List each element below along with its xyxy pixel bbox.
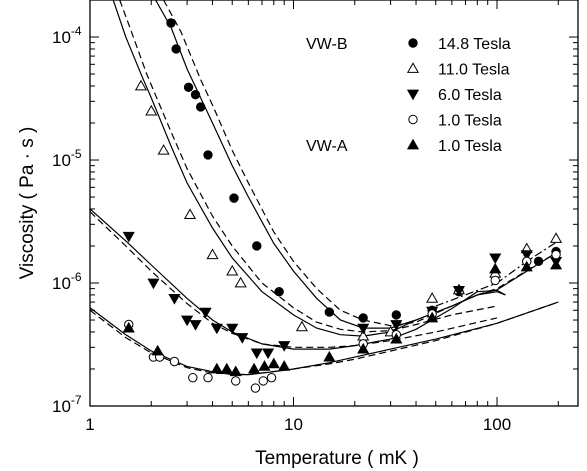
data-point-filled-triangle-down — [250, 348, 263, 360]
data-point-open-triangle-up — [206, 248, 219, 260]
data-point-open-circle — [490, 275, 500, 286]
data-point-filled-circle — [358, 313, 368, 323]
data-point-open-triangle-up — [183, 208, 197, 219]
fit-curve-solid — [90, 208, 506, 350]
legend-marker-filled-circle — [408, 38, 418, 48]
data-point-filled-triangle-down — [181, 315, 194, 327]
data-point-filled-triangle-up — [229, 365, 242, 377]
data-point-filled-triangle-up — [323, 350, 336, 362]
x-tick-label: 100 — [483, 415, 511, 434]
data-point-filled-circle — [183, 82, 194, 93]
y-tick-label: 10-4 — [52, 24, 82, 47]
legend-marker-filled-triangle-down — [406, 89, 420, 101]
data-point-filled-triangle-up — [220, 362, 233, 374]
legend-label: 6.0 Tesla — [438, 87, 502, 104]
fit-curve-dashed — [90, 301, 559, 376]
legend-label: 11.0 Tesla — [438, 62, 510, 79]
data-point-open-triangle-up — [549, 232, 563, 243]
data-point-open-triangle-up — [134, 79, 148, 91]
data-point-open-triangle-up — [426, 292, 439, 303]
data-point-open-triangle-up — [295, 320, 308, 332]
y-tick-label: 10-7 — [52, 393, 82, 416]
data-point-filled-triangle-down — [520, 250, 533, 261]
legend-marker-filled-triangle-up — [406, 138, 420, 150]
data-point-filled-circle — [171, 44, 181, 54]
fit-curve-solid — [112, 0, 506, 337]
data-point-open-circle — [169, 356, 180, 367]
fit-curves — [90, 0, 559, 376]
data-point-filled-triangle-up — [151, 344, 164, 356]
data-point-filled-triangle-up — [267, 357, 280, 369]
data-point-filled-triangle-down — [189, 320, 202, 331]
y-tick-label: 10-6 — [52, 270, 82, 293]
data-point-filled-triangle-down — [168, 293, 181, 305]
data-point-filled-triangle-up — [520, 260, 533, 272]
data-point-filled-triangle-up — [122, 321, 135, 333]
data-point-filled-circle — [324, 307, 335, 317]
data-point-filled-triangle-up — [390, 332, 403, 344]
data-point-filled-circle — [229, 193, 239, 203]
data-point-filled-triangle-down — [278, 341, 291, 352]
data-point-filled-circle — [391, 310, 402, 320]
data-point-open-triangle-up — [234, 276, 247, 288]
data-point-filled-circle — [203, 150, 213, 160]
x-axis-title: Temperature ( mK ) — [255, 448, 419, 469]
data-point-open-triangle-up — [157, 144, 170, 155]
data-points — [122, 18, 563, 393]
data-point-filled-triangle-down — [122, 231, 135, 243]
data-point-filled-circle — [190, 89, 201, 100]
data-point-filled-triangle-down — [226, 323, 239, 335]
data-point-filled-triangle-down — [489, 253, 502, 265]
data-point-open-circle — [258, 376, 268, 386]
data-point-filled-circle — [274, 286, 284, 297]
data-point-filled-triangle-down — [210, 323, 223, 335]
data-point-open-circle — [203, 372, 213, 383]
data-point-filled-triangle-up — [278, 360, 291, 371]
data-point-filled-circle — [252, 241, 262, 251]
data-point-filled-triangle-up — [549, 258, 563, 270]
data-point-filled-triangle-down — [236, 333, 249, 344]
legend-marker-open-circle — [408, 114, 418, 125]
data-point-filled-circle — [166, 18, 176, 28]
legend-label: 1.0 Tesla — [438, 113, 502, 130]
data-point-filled-triangle-up — [357, 342, 370, 354]
legend-group-label: VW-B — [306, 36, 347, 53]
data-point-filled-triangle-down — [452, 286, 466, 297]
data-point-filled-triangle-up — [426, 311, 439, 323]
legend-label: 14.8 Tesla — [438, 36, 511, 53]
data-point-open-triangle-up — [226, 264, 239, 276]
x-tick-label: 10 — [284, 415, 303, 434]
data-point-filled-triangle-down — [262, 348, 275, 360]
y-axis-title: Viscosity ( Pa · s ) — [17, 127, 38, 280]
data-point-open-circle — [231, 376, 241, 386]
data-point-filled-triangle-up — [248, 362, 261, 374]
axis-ticks: 1 10 100 10-7 10-6 10-5 10-4 — [52, 0, 578, 434]
x-tick-label: 1 — [85, 415, 94, 434]
data-point-filled-circle — [196, 102, 206, 112]
data-point-open-triangle-up — [145, 104, 158, 116]
fit-curve-solid — [90, 301, 559, 376]
y-tick-label: 10-5 — [52, 147, 82, 170]
data-point-filled-triangle-down — [199, 307, 212, 319]
data-point-open-circle — [266, 372, 277, 383]
data-point-filled-triangle-up — [258, 360, 271, 371]
legend-label: 1.0 Tesla — [438, 138, 502, 155]
data-point-open-circle — [250, 383, 261, 393]
data-point-filled-triangle-up — [489, 262, 502, 274]
data-point-open-circle — [551, 249, 561, 260]
fit-curve-dashed — [119, 0, 498, 333]
legend-group-label: VW-A — [306, 138, 348, 155]
data-point-filled-triangle-up — [210, 362, 223, 374]
legend-marker-open-triangle-up — [406, 62, 420, 73]
data-point-filled-triangle-down — [390, 320, 403, 331]
plot-frame — [89, 0, 579, 407]
legend: 14.8 Tesla 11.0 Tesla 6.0 Tesla 1.0 Tesla 1.… — [306, 36, 511, 155]
data-point-open-circle — [188, 372, 198, 383]
data-point-filled-triangle-down — [357, 323, 370, 335]
data-point-filled-circle — [533, 256, 544, 267]
data-point-filled-triangle-down — [147, 278, 160, 290]
